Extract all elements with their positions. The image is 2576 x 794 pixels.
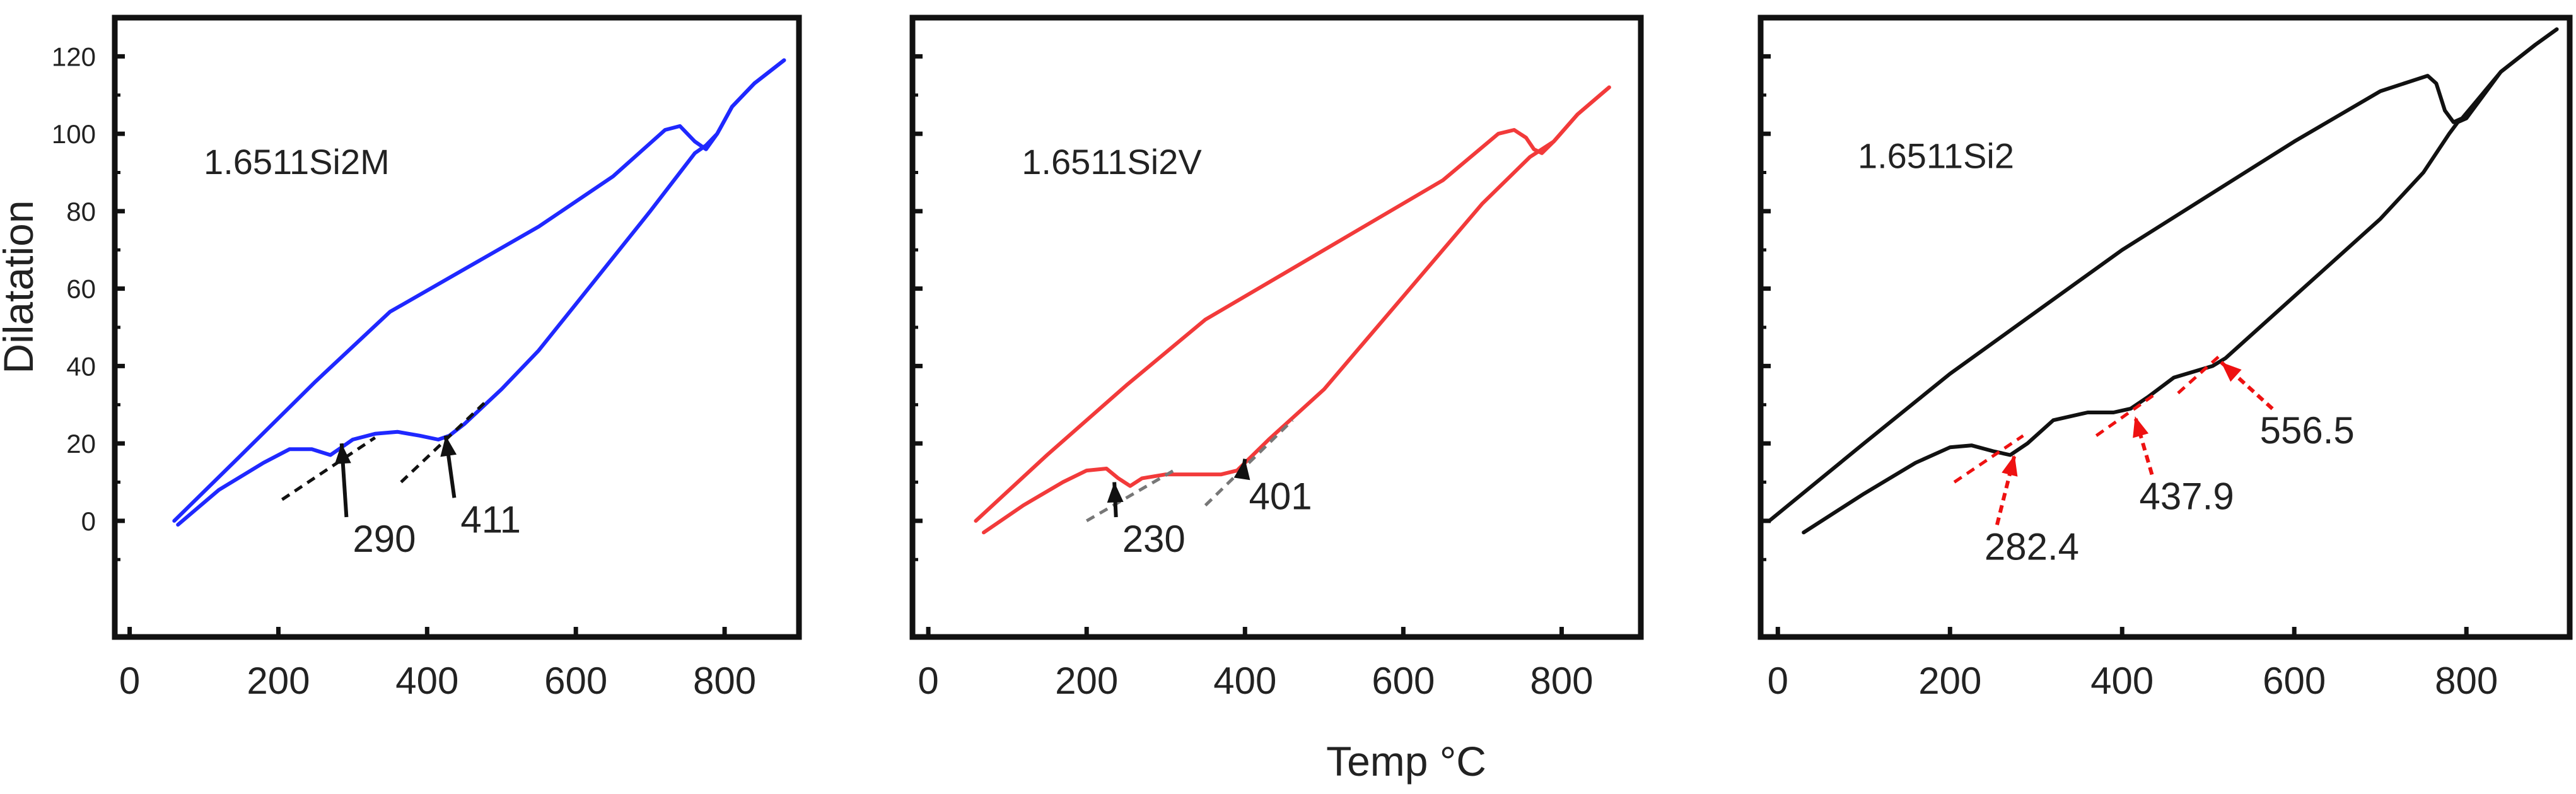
annotation-label: 556.5 [2260, 409, 2355, 452]
x-tick-label: 800 [2435, 660, 2498, 702]
x-tick-label: 400 [1213, 660, 1276, 702]
annotation-label: 282.4 [1984, 525, 2079, 568]
plot-frame [909, 15, 1644, 640]
x-tick-label: 600 [544, 660, 607, 702]
series-line-cooling [982, 85, 1611, 535]
series-line-cooling [1802, 27, 2559, 535]
annotation-arrowhead [2221, 362, 2242, 382]
x-tick-label: 600 [2263, 660, 2326, 702]
plot-frame [112, 15, 802, 640]
tangent-line [1204, 419, 1294, 507]
tangent-line [1953, 434, 2024, 484]
annotation-label: 401 [1249, 475, 1312, 517]
chart-panel-si2m: 0 200 400 600 800 0 20 40 60 80 100 120 1.6511Si2M 29… [52, 15, 802, 702]
annotation-label: 437.9 [2140, 475, 2234, 517]
annotation-arrowhead [334, 443, 351, 464]
annotation-label: 290 [353, 518, 416, 560]
annotation-arrowhead [440, 435, 457, 457]
y-tick-label: 0 [81, 506, 96, 536]
annotation-label: 230 [1122, 518, 1186, 560]
chart-panel-si2v: 0 200 400 600 800 1.6511Si2V 230 401 [909, 15, 1644, 702]
x-tick-label: 400 [2090, 660, 2153, 702]
tangent-line [281, 436, 376, 501]
y-tick-label: 120 [52, 42, 96, 71]
y-tick-label: 100 [52, 119, 96, 149]
panel-title: 1.6511Si2M [204, 142, 390, 182]
y-tick-label: 20 [66, 429, 96, 458]
x-tick-label: 0 [918, 660, 938, 702]
x-tick-label: 200 [1055, 660, 1118, 702]
x-tick-label: 0 [119, 660, 140, 702]
panel-title: 1.6511Si2 [1858, 136, 2014, 175]
panel-title: 1.6511Si2V [1022, 142, 1202, 182]
series-line-heating [172, 58, 786, 523]
x-tick-label: 200 [247, 660, 310, 702]
y-axis-label: Dilatation [0, 200, 42, 373]
x-tick-label: 600 [1372, 660, 1435, 702]
tangent-line [2095, 392, 2158, 437]
series-line-cooling [176, 58, 786, 527]
tangent-line [2177, 353, 2222, 395]
tangent-line [1085, 469, 1175, 523]
plot-frame [1757, 15, 2573, 640]
annotation-arrowhead [1233, 458, 1250, 481]
y-tick-label: 60 [66, 274, 96, 304]
x-tick-label: 200 [1918, 660, 1981, 702]
x-tick-label: 800 [1530, 660, 1593, 702]
annotation-arrowhead [2002, 455, 2018, 477]
annotation-arrowhead [1107, 482, 1124, 503]
annotation-arrowhead [2133, 416, 2149, 438]
x-tick-label: 0 [1768, 660, 1788, 702]
x-axis-label: Temp °C [1326, 738, 1486, 785]
chart-panel-si2: 0 200 400 600 800 1.6511Si2 282.4 437.9 556.5 [1757, 15, 2573, 702]
x-tick-label: 800 [693, 660, 756, 702]
tangent-line [400, 399, 488, 484]
annotation-label: 411 [460, 498, 521, 540]
series-line-heating [1767, 27, 2559, 523]
x-tick-label: 400 [395, 660, 458, 702]
y-tick-label: 80 [66, 197, 96, 226]
y-tick-label: 40 [66, 351, 96, 381]
